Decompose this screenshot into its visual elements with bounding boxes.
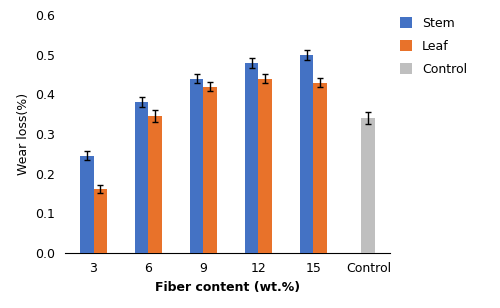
Bar (190, 79, 203, 253)
Legend: Stem, Leaf, Control: Stem, Leaf, Control (400, 17, 467, 76)
X-axis label: Fiber content (wt.%): Fiber content (wt.%) (155, 281, 300, 294)
Bar (148, 116, 162, 253)
Bar (94, 189, 108, 253)
Bar (300, 55, 314, 253)
Bar (80, 156, 94, 253)
Y-axis label: Wear loss(%): Wear loss(%) (16, 93, 30, 175)
Bar (134, 102, 148, 253)
Bar (204, 87, 217, 253)
Bar (244, 63, 258, 253)
Bar (314, 83, 327, 253)
Bar (258, 79, 272, 253)
Bar (362, 118, 375, 253)
